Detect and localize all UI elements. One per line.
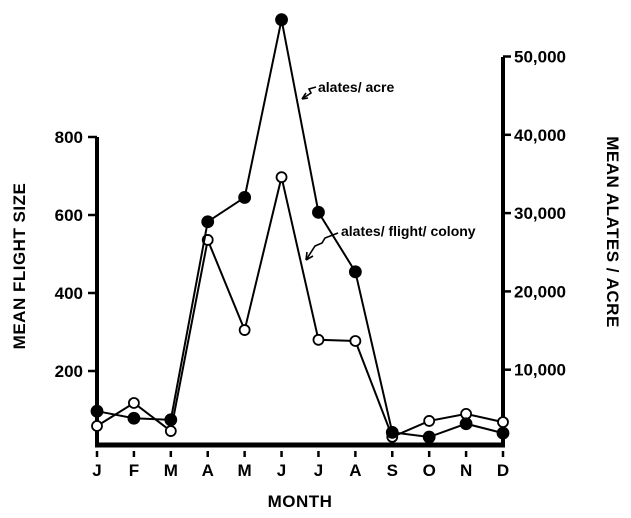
x-tick-label: A <box>202 461 214 480</box>
x-tick-label: J <box>314 461 323 480</box>
x-tick-label: O <box>423 461 436 480</box>
open-circle-marker <box>164 425 177 437</box>
x-tick-label: N <box>460 461 472 480</box>
filled-circle-marker <box>90 404 104 418</box>
open-circle-marker <box>128 397 140 409</box>
open-circle-marker <box>91 420 103 432</box>
x-tick-label: D <box>497 461 509 480</box>
filled-circle-marker <box>459 417 473 431</box>
x-tick-label: F <box>129 461 139 480</box>
arrowhead-flight <box>305 251 314 261</box>
filled-circle-marker <box>348 265 362 279</box>
open-circle-marker <box>312 333 325 346</box>
y-left-tick-label: 800 <box>55 128 83 147</box>
y-right-tick-label: 50,000 <box>514 48 566 67</box>
filled-circle-marker <box>385 425 399 439</box>
x-tick-label: J <box>92 461 101 480</box>
y-right-axis-title: MEAN ALATES / ACRE <box>603 136 622 328</box>
axes: 200 400 600 800 10,000 20,000 30,000 40,000 50,0… <box>55 48 566 481</box>
y-right-tick-label: 10,000 <box>514 361 566 380</box>
open-circle-marker <box>238 324 251 336</box>
filled-circle-marker <box>238 191 252 204</box>
x-tick-label: J <box>277 461 286 480</box>
filled-circle-marker <box>312 205 325 219</box>
x-tick-label: A <box>349 461 361 480</box>
y-left-tick-label: 600 <box>55 206 83 225</box>
filled-circle-marker <box>422 430 436 444</box>
filled-circle-marker <box>127 411 141 425</box>
series-alates-per-flight-colony <box>91 171 509 443</box>
annotation-arrow-acre <box>301 86 317 100</box>
series-alates-per-acre <box>90 13 510 444</box>
open-circle-marker <box>275 171 288 184</box>
annotation-arrow-flight <box>305 232 339 261</box>
annotations: alates/ acre alates/ flight/ colony <box>301 79 476 261</box>
series-line <box>96 176 504 439</box>
x-tick-label: M <box>164 461 178 480</box>
filled-circle-marker <box>164 413 178 427</box>
x-axis-title: MONTH <box>268 492 333 511</box>
filled-circle-marker <box>201 215 215 229</box>
y-left-tick-label: 200 <box>55 362 83 381</box>
open-circle-marker <box>349 335 362 347</box>
arrowhead-acre <box>301 92 309 100</box>
y-right-tick-label: 30,000 <box>514 204 566 223</box>
annotation-alates-acre: alates/ acre <box>318 79 394 95</box>
filled-circle-marker <box>275 13 288 27</box>
y-left-axis-title: MEAN FLIGHT SIZE <box>10 183 29 350</box>
y-right-tick-label: 20,000 <box>514 282 566 301</box>
annotation-alates-flight-colony: alates/ flight/ colony <box>341 223 476 239</box>
y-left-tick-label: 400 <box>55 284 83 303</box>
y-right-tick-label: 40,000 <box>514 126 566 145</box>
open-circle-marker <box>497 416 509 428</box>
open-circle-marker <box>423 415 436 427</box>
filled-circle-marker <box>496 426 510 440</box>
x-tick-label: S <box>387 461 398 480</box>
x-tick-label: M <box>238 461 252 480</box>
